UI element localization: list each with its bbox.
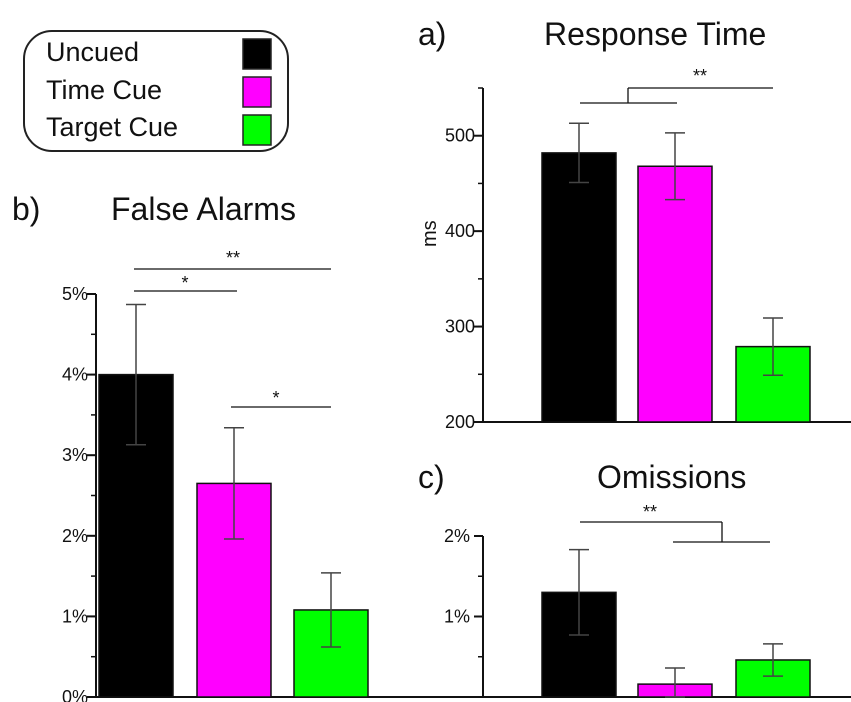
bar-uncued (541, 591, 617, 698)
y-tick-label: 200 (445, 412, 475, 432)
legend-swatch-target-cue (242, 114, 272, 146)
y-tick-label: 3% (62, 445, 88, 465)
y-tick-label: 400 (445, 221, 475, 241)
significance-label: ** (226, 248, 240, 268)
y-tick-label: 2% (444, 526, 470, 546)
y-tick-label: 1% (62, 606, 88, 626)
y-tick-label: 300 (445, 317, 475, 337)
legend-label-target-cue: Target Cue (46, 112, 178, 142)
panel-b-title: False Alarms (111, 191, 296, 227)
y-tick-label: 1% (444, 607, 470, 627)
panel-a-title: Response Time (544, 16, 766, 52)
panel-c-letter: c) (418, 459, 445, 495)
panel-b-letter: b) (12, 191, 40, 227)
legend-label-time-cue: Time Cue (46, 75, 162, 105)
legend-swatch-time-cue (242, 76, 272, 108)
significance-label: ** (643, 502, 657, 522)
significance-label: * (181, 273, 188, 293)
legend: Uncued Time Cue Target Cue (23, 30, 289, 152)
y-tick-label: 0% (62, 687, 88, 702)
y-tick-label: 5% (62, 284, 88, 304)
significance-label: * (272, 388, 279, 408)
significance-label: ** (693, 66, 707, 86)
legend-frame (23, 30, 289, 152)
y-tick-label: 2% (62, 526, 88, 546)
bar-uncued (541, 152, 617, 423)
y-tick-label: 500 (445, 126, 475, 146)
panel-b-chart: 5%4%3%2%1%0%**** (62, 248, 851, 702)
panel-a-chart: 500 400 300 200 ** (445, 66, 851, 432)
panel-a-letter: a) (418, 16, 446, 52)
panel-a-ylabel: ms (419, 220, 441, 247)
legend-swatch-uncued (242, 38, 272, 70)
panel-c-title: Omissions (597, 459, 746, 495)
panel-c-chart: 2% 1% ** (444, 502, 851, 698)
y-tick-label: 4% (62, 365, 88, 385)
legend-label-uncued: Uncued (46, 37, 139, 67)
bar-time-cue (637, 165, 713, 423)
